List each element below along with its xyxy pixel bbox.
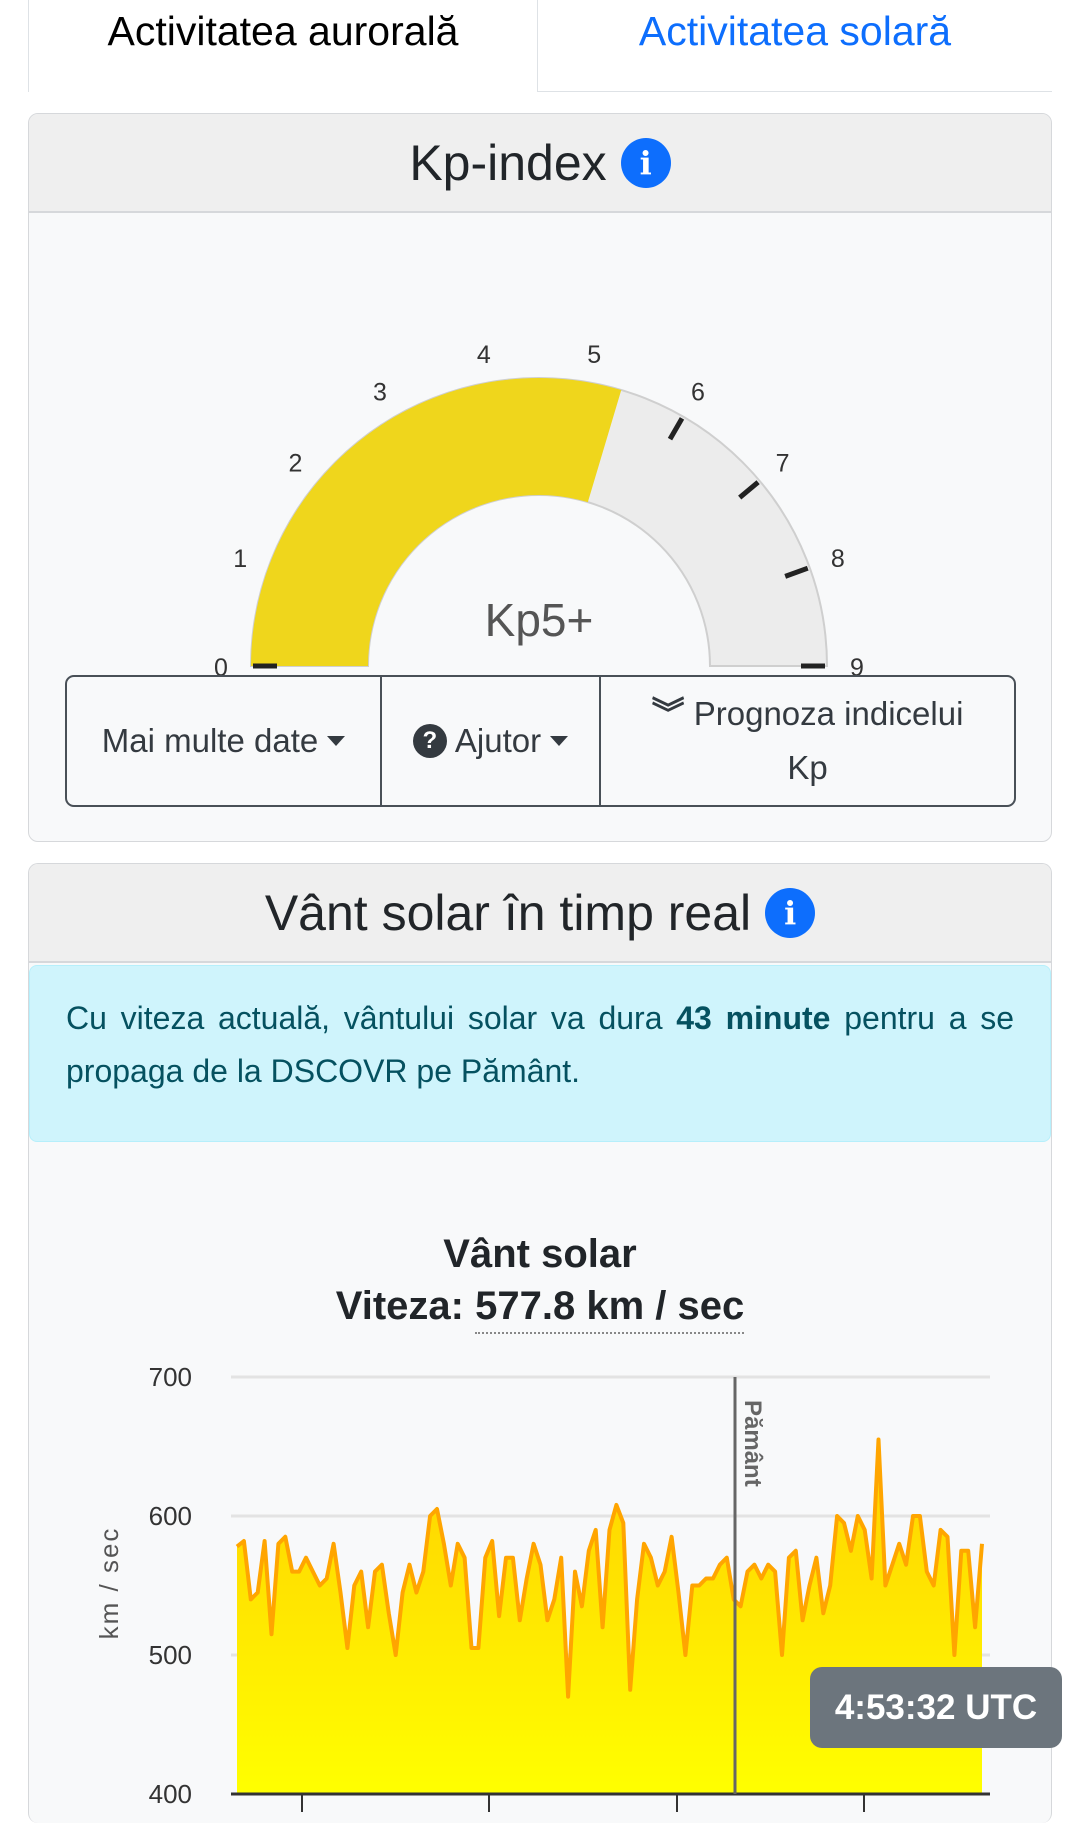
earth-marker-label: Pământ [739,1400,766,1487]
y-tick-label: 700 [149,1362,192,1392]
y-tick-label: 500 [149,1640,192,1670]
y-axis-label: km / sec [94,1527,124,1640]
y-tick-label: 600 [149,1501,192,1531]
time-tooltip: 4:53:32 UTC [810,1667,1062,1748]
y-tick-label: 400 [149,1779,192,1809]
